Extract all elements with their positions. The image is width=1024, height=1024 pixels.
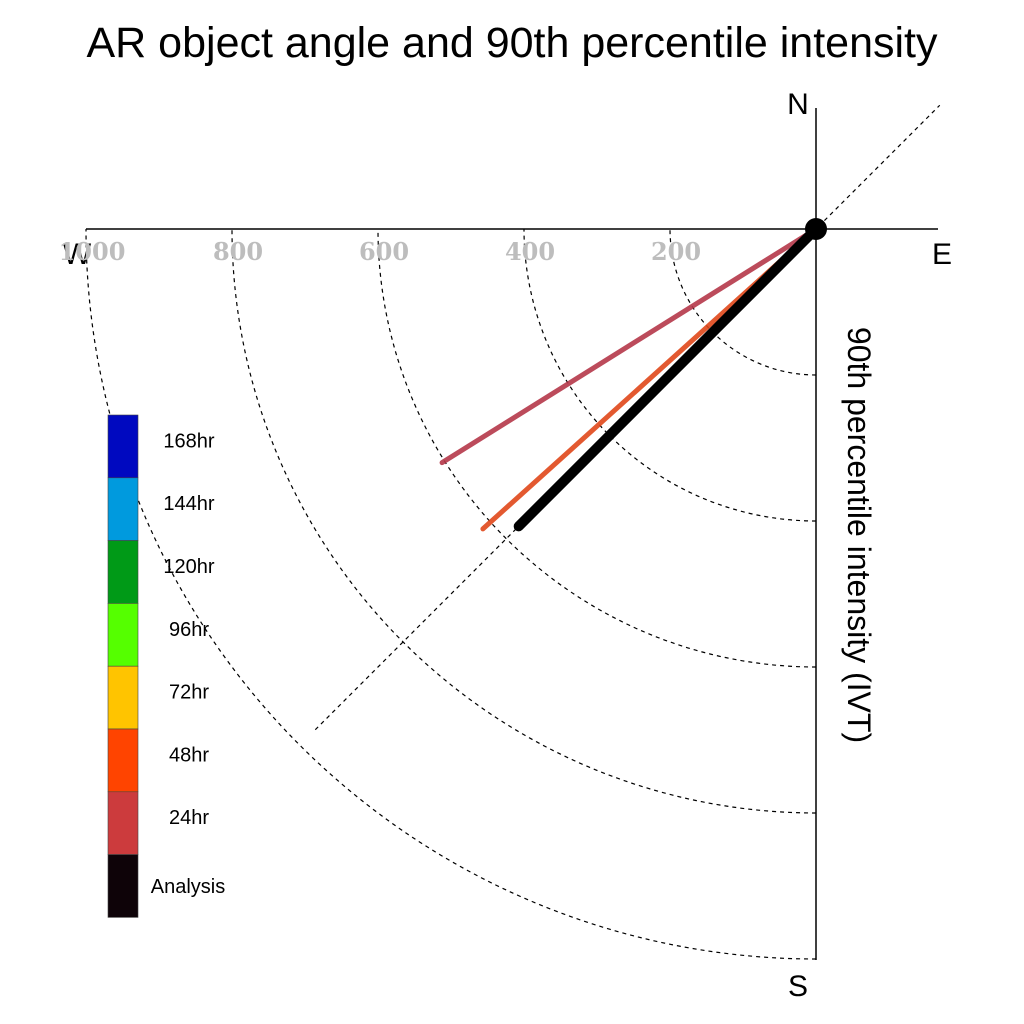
tick-label-400: 400 xyxy=(505,237,555,266)
legend-swatch-24hr xyxy=(107,791,139,855)
legend-swatch-48hr xyxy=(107,728,139,793)
legend-label-96hr: 96hr xyxy=(169,619,209,641)
legend-label-Analysis: Analysis xyxy=(151,876,225,898)
legend-swatch-Analysis xyxy=(107,854,139,918)
legend-label-24hr: 24hr xyxy=(169,807,209,829)
radial-tick-labels: 200 400 600 800 1000 xyxy=(59,237,701,266)
compass-north: N xyxy=(787,88,809,121)
legend-label-144hr: 144hr xyxy=(163,493,214,515)
radial-axis-label: 90th percentile intensity (IVT) xyxy=(841,327,877,743)
tick-label-1000: 1000 xyxy=(59,237,126,266)
legend-swatch-168hr xyxy=(107,414,139,479)
tick-label-800: 800 xyxy=(213,237,263,266)
tick-label-200: 200 xyxy=(651,237,701,266)
chart-title: AR object angle and 90th percentile inte… xyxy=(87,19,938,67)
grid-arc-800 xyxy=(231,228,817,814)
grid-arc-600 xyxy=(377,228,817,668)
grid-arc-400 xyxy=(523,228,817,522)
legend-label-72hr: 72hr xyxy=(169,682,209,704)
series-lines xyxy=(439,224,821,532)
legend-label-120hr: 120hr xyxy=(163,556,214,578)
legend-swatch-144hr xyxy=(107,477,139,541)
legend-swatch-120hr xyxy=(107,540,139,604)
legend: 168hr 144hr 120hr 96hr 72hr 48hr 24hr Analysis xyxy=(107,414,225,918)
origin-dot xyxy=(805,218,827,240)
legend-label-168hr: 168hr xyxy=(163,430,214,452)
compass-south: S xyxy=(788,970,808,1003)
tick-label-600: 600 xyxy=(359,237,409,266)
legend-label-48hr: 48hr xyxy=(169,744,209,766)
compass-east: E xyxy=(932,238,952,271)
series-line-24hr xyxy=(439,226,819,466)
legend-swatch-72hr xyxy=(107,665,139,730)
grid-arc-1000 xyxy=(85,228,817,960)
series-line-Analysis xyxy=(513,224,821,532)
legend-swatch-96hr xyxy=(107,603,139,667)
compass-west: W xyxy=(63,238,92,271)
